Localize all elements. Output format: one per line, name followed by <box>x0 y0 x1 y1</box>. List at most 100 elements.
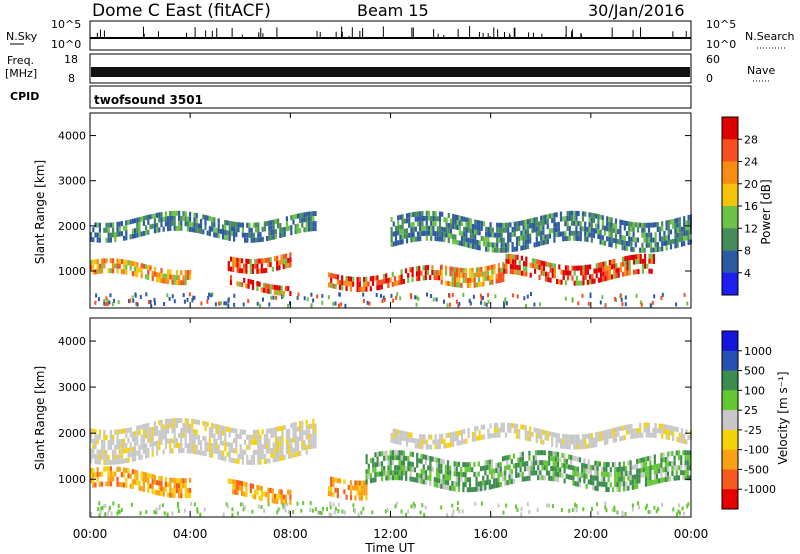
heatmap-cell <box>667 425 670 430</box>
heatmap-cell <box>321 293 324 298</box>
heatmap-cell <box>245 258 248 264</box>
heatmap-cell <box>447 442 450 448</box>
heatmap-cell <box>644 466 648 472</box>
heatmap-cell <box>193 434 196 440</box>
heatmap-cell <box>145 264 148 270</box>
heatmap-cell <box>648 268 651 274</box>
heatmap-cell <box>621 235 624 241</box>
heatmap-cell <box>574 502 577 507</box>
heatmap-cell <box>394 439 398 444</box>
heatmap-cell <box>321 300 324 305</box>
heatmap-cell <box>365 490 368 496</box>
heatmap-cell <box>454 239 457 245</box>
heatmap-cell <box>597 234 600 240</box>
heatmap-cell <box>282 290 285 296</box>
heatmap-cell <box>610 232 613 238</box>
heatmap-cell <box>432 439 435 445</box>
heatmap-cell <box>307 429 310 435</box>
heatmap-cell <box>184 211 187 217</box>
heatmap-cell <box>612 223 615 228</box>
heatmap-cell <box>314 428 317 434</box>
heatmap-cell <box>581 462 584 468</box>
heatmap-cell <box>644 471 648 477</box>
nsky-label: N.Sky <box>6 30 38 43</box>
heatmap-cell <box>677 450 681 456</box>
heatmap-cell <box>94 232 97 238</box>
heatmap-cell <box>266 236 269 241</box>
heatmap-cell <box>603 435 607 441</box>
heatmap-cell <box>272 442 275 448</box>
heatmap-cell <box>474 501 477 506</box>
heatmap-cell <box>446 470 450 476</box>
heatmap-cell <box>360 287 364 292</box>
heatmap-cell <box>158 435 161 441</box>
heatmap-cell <box>687 220 690 225</box>
heatmap-cell <box>109 429 112 435</box>
colorbar-tick-label: 25 <box>744 404 758 417</box>
nsky-panel-frame <box>89 20 692 51</box>
heatmap-cell <box>487 247 490 252</box>
heatmap-cell <box>191 448 194 454</box>
heatmap-cell <box>247 283 250 289</box>
heatmap-cell <box>447 432 450 438</box>
heatmap-cell <box>445 280 448 286</box>
heatmap-cell <box>435 457 439 463</box>
heatmap-cell <box>504 247 508 253</box>
heatmap-cell <box>563 463 566 469</box>
heatmap-cell <box>289 494 292 500</box>
heatmap-cell <box>594 475 597 481</box>
heatmap-cell <box>685 429 688 435</box>
heatmap-cell <box>92 477 95 483</box>
heatmap-cell <box>227 266 230 272</box>
colorbar-tick-label: -1000 <box>744 483 776 496</box>
heatmap-cell <box>469 218 472 224</box>
heatmap-cell <box>290 448 293 454</box>
heatmap-cell <box>496 422 499 428</box>
heatmap-cell <box>193 295 196 300</box>
heatmap-cell <box>617 267 620 273</box>
heatmap-cell <box>251 285 255 290</box>
heatmap-cell <box>358 277 361 282</box>
heatmap-cell <box>603 440 607 446</box>
heatmap-cell <box>515 428 519 434</box>
heatmap-cell <box>385 278 388 284</box>
heatmap-cell <box>240 491 244 496</box>
heatmap-cell <box>467 428 470 433</box>
heatmap-cell <box>394 235 398 241</box>
heatmap-cell <box>547 262 550 268</box>
heatmap-cell <box>345 494 348 500</box>
heatmap-cell <box>555 232 558 238</box>
heatmap-cell <box>277 223 280 229</box>
heatmap-cell <box>219 450 222 456</box>
heatmap-cell <box>167 221 170 227</box>
heatmap-cell <box>257 454 260 460</box>
heatmap-cell <box>583 458 586 464</box>
beam-label: Beam 15 <box>357 1 429 20</box>
heatmap-cell <box>392 241 395 247</box>
heatmap-cell <box>158 475 161 481</box>
heatmap-cell <box>400 269 403 275</box>
heatmap-cell <box>217 233 220 239</box>
heatmap-cell <box>618 471 621 477</box>
heatmap-cell <box>268 428 271 434</box>
heatmap-cell <box>465 227 468 233</box>
heatmap-cell <box>683 241 686 247</box>
heatmap-cell <box>312 211 315 217</box>
heatmap-cell <box>534 263 537 269</box>
heatmap-cell <box>392 231 395 237</box>
heatmap-cell <box>290 225 293 231</box>
heatmap-cell <box>173 418 176 424</box>
heatmap-cell <box>512 478 516 484</box>
heatmap-cell <box>401 214 404 220</box>
heatmap-cell <box>113 298 115 303</box>
heatmap-cell <box>438 231 442 237</box>
heatmap-cell <box>109 434 112 440</box>
heatmap-cell <box>654 428 657 433</box>
colorbar-tick-label: -25 <box>744 424 762 437</box>
heatmap-cell <box>588 443 591 449</box>
heatmap-cell <box>98 454 101 460</box>
heatmap-cell <box>416 477 419 483</box>
heatmap-cell <box>621 302 624 307</box>
heatmap-cell <box>464 482 467 488</box>
heatmap-cell <box>401 234 404 240</box>
